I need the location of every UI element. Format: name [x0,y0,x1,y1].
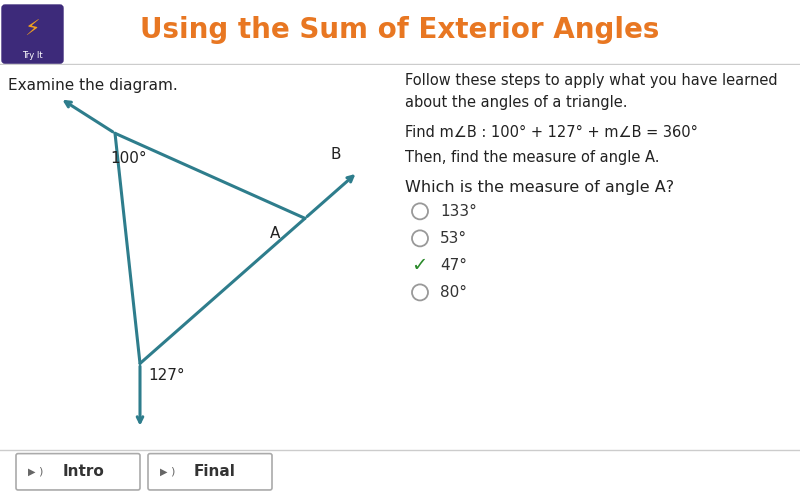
Text: 47°: 47° [440,258,467,273]
Text: Examine the diagram.: Examine the diagram. [8,78,178,93]
Text: ): ) [170,467,174,477]
Text: A: A [270,226,280,242]
Text: 100°: 100° [110,151,146,166]
Text: ): ) [38,467,42,477]
Text: Intro: Intro [62,464,104,479]
Text: B: B [330,147,341,162]
FancyBboxPatch shape [16,453,140,490]
Text: Follow these steps to apply what you have learned: Follow these steps to apply what you hav… [405,73,778,88]
Text: ⚡: ⚡ [24,20,40,40]
Text: Find m∠B : 100° + 127° + m∠B = 360°: Find m∠B : 100° + 127° + m∠B = 360° [405,125,698,140]
Text: 127°: 127° [148,369,185,383]
Text: 53°: 53° [440,231,467,246]
Text: ✓: ✓ [411,256,427,275]
Text: ▶: ▶ [28,467,36,477]
FancyBboxPatch shape [148,453,272,490]
Text: Then, find the measure of angle A.: Then, find the measure of angle A. [405,150,659,165]
Text: 133°: 133° [440,204,477,219]
Text: 80°: 80° [440,285,467,300]
Text: about the angles of a triangle.: about the angles of a triangle. [405,95,627,110]
Text: Using the Sum of Exterior Angles: Using the Sum of Exterior Angles [140,16,660,44]
Text: Which is the measure of angle A?: Which is the measure of angle A? [405,180,674,195]
Text: Try It: Try It [22,51,42,60]
FancyBboxPatch shape [2,5,63,63]
Text: ▶: ▶ [160,467,168,477]
Text: Final: Final [194,464,236,479]
